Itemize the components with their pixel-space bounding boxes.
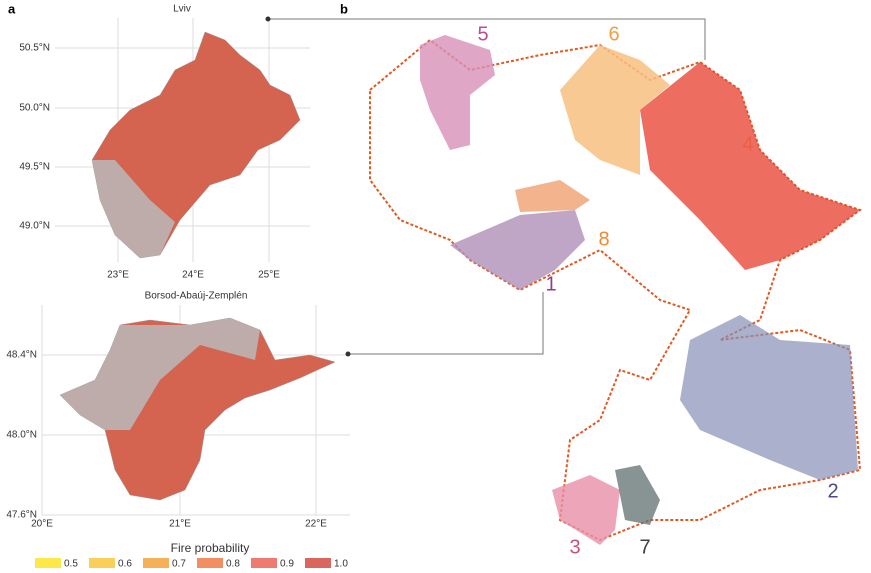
y-axis-label: 49.0°N	[19, 221, 50, 232]
region-7-area	[615, 465, 660, 525]
region-label: 8	[598, 228, 609, 250]
region-8-area	[515, 180, 590, 212]
legend-label: 0.8	[226, 559, 240, 570]
connector-dot	[345, 351, 351, 357]
legend-swatch	[143, 558, 169, 568]
region-label: 2	[827, 480, 838, 502]
y-axis-label: 48.4°N	[6, 350, 37, 361]
panel-label: b	[340, 1, 348, 16]
connector-dot	[265, 16, 271, 22]
region-label: 7	[639, 536, 650, 558]
y-axis-label: 48.0°N	[6, 430, 37, 441]
region-3-area	[552, 475, 620, 545]
region-4-area	[640, 62, 860, 270]
legend-swatch	[251, 558, 277, 568]
borsod-terrain	[60, 318, 260, 430]
region-2-area	[680, 315, 858, 480]
legend-label: 0.5	[64, 559, 78, 570]
x-axis-label: 25°E	[258, 270, 280, 281]
lviv-terrain	[92, 160, 175, 258]
y-axis-label: 47.6°N	[6, 510, 37, 521]
region-label: 6	[608, 23, 619, 45]
legend-label: 0.7	[172, 559, 186, 570]
legend-swatch	[35, 558, 61, 568]
region-6-area	[560, 45, 670, 175]
region-label: 1	[545, 273, 556, 295]
region-1-area	[450, 210, 585, 290]
x-axis-label: 23°E	[107, 270, 129, 281]
panel-label: a	[8, 1, 16, 16]
region-5-area	[420, 35, 495, 150]
y-axis-label: 49.5°N	[19, 162, 50, 173]
y-axis-label: 50.0°N	[19, 103, 50, 114]
region-label: 4	[742, 133, 753, 155]
connectors	[268, 18, 706, 355]
x-axis-label: 22°E	[305, 519, 327, 530]
x-axis-label: 20°E	[31, 519, 53, 530]
legend-swatch	[197, 558, 223, 568]
map-title: Lviv	[173, 4, 191, 15]
region-label: 3	[569, 536, 580, 558]
legend-label: 0.9	[280, 559, 294, 570]
legend-label: 1.0	[334, 559, 348, 570]
legend-swatch	[89, 558, 115, 568]
legend-label: 0.6	[118, 559, 132, 570]
map-title: Borsod-Abaúj-Zemplén	[145, 291, 248, 302]
legend-title: Fire probability	[171, 541, 250, 555]
legend-swatch	[305, 558, 331, 568]
regions	[420, 35, 860, 545]
x-axis-label: 24°E	[182, 270, 204, 281]
y-axis-label: 50.5°N	[19, 43, 50, 54]
x-axis-label: 21°E	[169, 519, 191, 530]
region-label: 5	[477, 23, 488, 45]
